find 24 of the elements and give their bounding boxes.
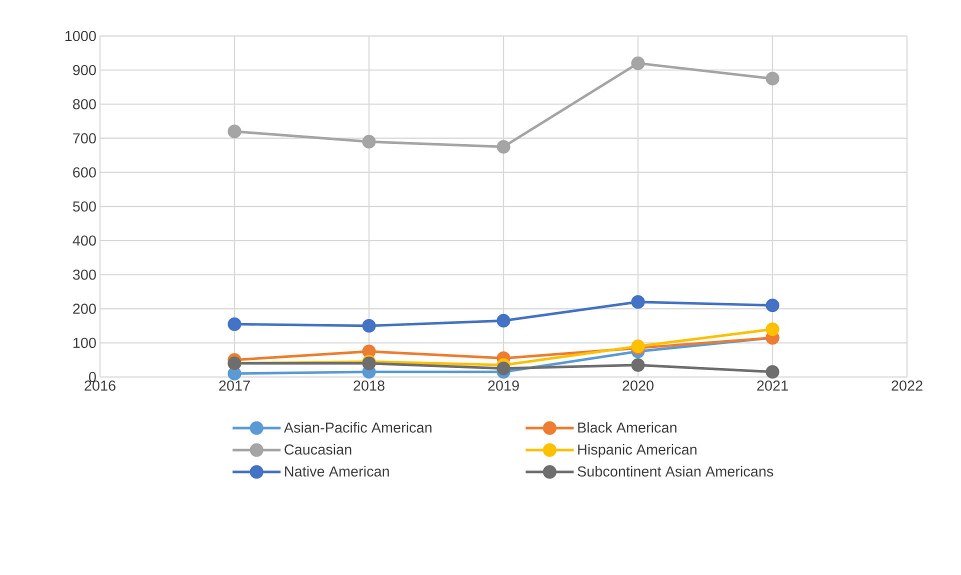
- y-tick-label: 200: [73, 304, 96, 314]
- x-tick-label: 2017: [219, 380, 250, 391]
- legend-label: Hispanic American: [578, 444, 696, 458]
- legend-label: Subcontinent Asian Americans: [578, 466, 774, 477]
- y-tick-label: 900: [73, 64, 96, 76]
- y-tick-label: 100: [73, 338, 96, 348]
- y-tick-label: 400: [72, 235, 96, 246]
- x-tick-label: 2018: [354, 380, 384, 391]
- legend-label: Black American: [578, 422, 676, 433]
- y-tick-label: 1000: [65, 30, 96, 42]
- y-tick-label: 700: [73, 133, 96, 144]
- legend-label: Native American: [285, 466, 389, 477]
- y-tick-label: 800: [73, 99, 96, 110]
- y-tick-label: 600: [73, 167, 96, 178]
- legend-label: Asian-Pacific American: [284, 422, 432, 433]
- x-tick-label: 2019: [488, 380, 519, 391]
- y-tick-label: 500: [72, 201, 96, 212]
- y-tick-label: 300: [72, 270, 96, 280]
- y-tick-label: 0: [89, 372, 96, 382]
- x-tick-label: 2021: [757, 380, 788, 391]
- x-tick-label: 2022: [892, 380, 922, 391]
- legend-label: Caucasian: [284, 444, 352, 455]
- x-tick-label: 2016: [84, 380, 116, 391]
- x-tick-label: 2020: [622, 380, 654, 391]
